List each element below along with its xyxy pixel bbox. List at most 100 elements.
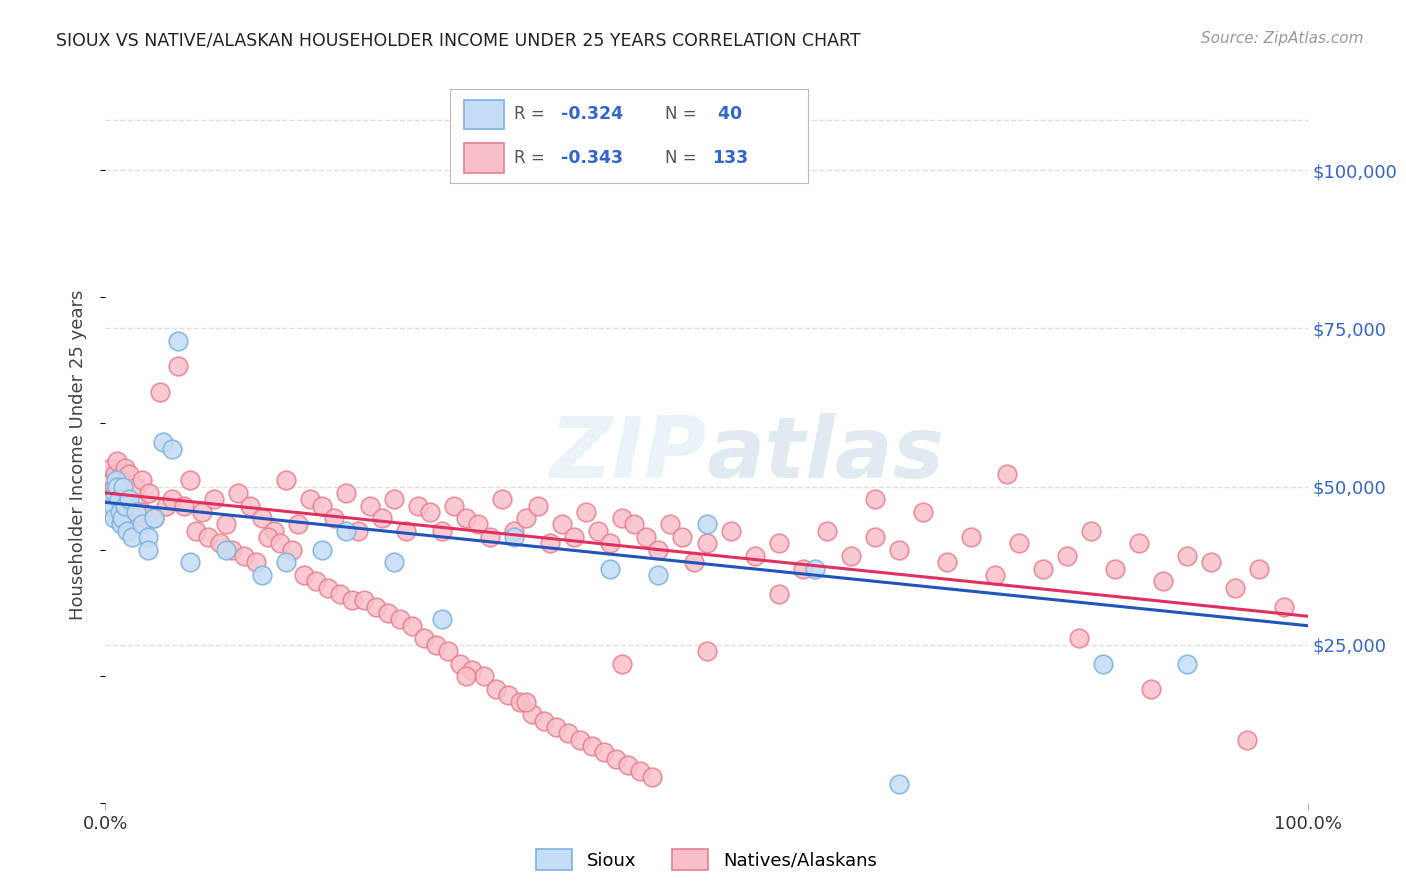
Point: [503, 524, 526, 538]
Point: [131, 473, 153, 487]
Point: [101, 499, 124, 513]
Point: [274, 473, 297, 487]
Point: [887, 542, 910, 557]
Point: [636, 530, 658, 544]
Point: [110, 517, 132, 532]
Point: [461, 663, 484, 677]
Point: [101, 499, 124, 513]
Point: [112, 499, 135, 513]
Point: [340, 593, 363, 607]
Point: [136, 542, 159, 557]
Point: [557, 726, 579, 740]
Text: SIOUX VS NATIVE/ALASKAN HOUSEHOLDER INCOME UNDER 25 YEARS CORRELATION CHART: SIOUX VS NATIVE/ALASKAN HOUSEHOLDER INCO…: [56, 31, 860, 49]
Point: [569, 732, 592, 747]
Point: [575, 505, 598, 519]
Point: [347, 524, 370, 538]
Point: [911, 505, 934, 519]
Point: [100, 460, 122, 475]
Point: [496, 688, 519, 702]
Point: [131, 505, 153, 519]
Point: [124, 505, 146, 519]
Point: [292, 568, 315, 582]
Point: [107, 454, 129, 468]
Point: [208, 536, 231, 550]
Point: [202, 492, 225, 507]
Point: [121, 530, 143, 544]
Point: [1152, 574, 1174, 589]
Point: [720, 524, 742, 538]
Point: [166, 359, 188, 374]
Point: [1080, 524, 1102, 538]
Point: [388, 612, 411, 626]
Point: [551, 517, 574, 532]
Point: [316, 581, 339, 595]
Point: [108, 505, 131, 519]
Text: ZIP: ZIP: [548, 413, 707, 497]
Point: [454, 669, 477, 683]
Point: [104, 486, 127, 500]
Point: [509, 695, 531, 709]
Text: N =: N =: [665, 105, 702, 123]
Point: [454, 511, 477, 525]
Point: [533, 714, 555, 728]
Point: [659, 517, 682, 532]
Point: [107, 479, 129, 493]
Point: [190, 505, 212, 519]
Point: [696, 644, 718, 658]
Point: [214, 542, 236, 557]
Point: [406, 499, 429, 513]
Point: [124, 479, 146, 493]
Text: N =: N =: [665, 149, 702, 167]
Point: [538, 536, 561, 550]
Point: [593, 745, 616, 759]
Point: [485, 681, 508, 696]
Point: [395, 524, 418, 538]
Point: [134, 511, 156, 525]
Point: [696, 536, 718, 550]
Point: [274, 556, 297, 570]
Text: 133: 133: [711, 149, 748, 167]
Point: [599, 536, 621, 550]
Point: [1008, 536, 1031, 550]
Point: [1092, 657, 1115, 671]
Point: [197, 530, 219, 544]
Point: [250, 511, 273, 525]
Point: [696, 517, 718, 532]
Legend: Sioux, Natives/Alaskans: Sioux, Natives/Alaskans: [529, 842, 884, 877]
Point: [142, 511, 165, 525]
Point: [401, 618, 423, 632]
Point: [108, 473, 131, 487]
Point: [647, 542, 669, 557]
Point: [103, 479, 125, 493]
Point: [353, 593, 375, 607]
Point: [472, 669, 495, 683]
Point: [311, 499, 333, 513]
Point: [449, 657, 471, 671]
Point: [1032, 562, 1054, 576]
Point: [863, 492, 886, 507]
Point: [984, 568, 1007, 582]
Point: [179, 556, 201, 570]
Point: [1249, 562, 1271, 576]
Point: [467, 517, 489, 532]
Point: [107, 492, 129, 507]
Point: [239, 499, 262, 513]
Point: [605, 751, 627, 765]
Point: [184, 524, 207, 538]
Point: [612, 511, 634, 525]
Text: -0.324: -0.324: [561, 105, 623, 123]
Point: [1175, 657, 1198, 671]
Point: [131, 517, 153, 532]
Point: [641, 771, 664, 785]
Point: [142, 511, 165, 525]
Point: [160, 492, 183, 507]
Point: [136, 530, 159, 544]
Point: [1225, 581, 1247, 595]
Point: [792, 562, 814, 576]
Y-axis label: Householder Income Under 25 years: Householder Income Under 25 years: [69, 290, 87, 620]
Point: [256, 530, 278, 544]
Point: [1175, 549, 1198, 563]
Text: -0.343: -0.343: [561, 149, 623, 167]
Point: [263, 524, 285, 538]
Point: [214, 517, 236, 532]
